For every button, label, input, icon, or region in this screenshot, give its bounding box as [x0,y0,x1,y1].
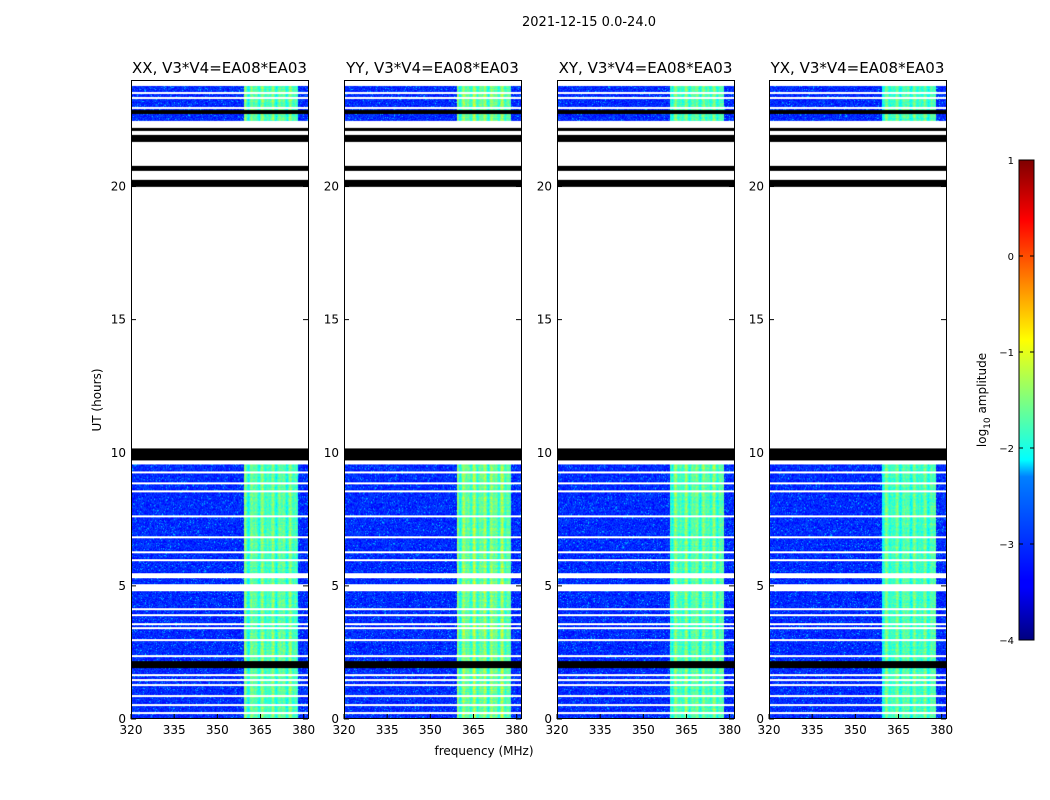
y-tick-label: 15 [749,313,764,327]
panel-3: XY, V3*V4=EA08*EA03 0 5 10 15 20 320 335 350 365 3… [537,59,741,737]
y-tick-label: 0 [331,712,339,726]
colorbar-label-sub: 10 [983,417,993,429]
y-tick-label: 5 [756,579,764,593]
x-tick-label: 380 [505,723,528,737]
y-tick-label: 20 [324,180,339,194]
panel-title: XX, V3*V4=EA08*EA03 [132,59,307,77]
x-tick-label: 320 [546,723,569,737]
y-tick-label: 10 [324,446,339,460]
y-tick-label: 20 [749,180,764,194]
x-tick-label: 380 [292,723,315,737]
panel-frame [769,80,947,719]
colorbar-ticks: −4 −3 −2 −1 0 1 [999,156,1034,647]
x-tick-label: 320 [120,723,143,737]
panel-1: XX, V3*V4=EA08*EA03 0 5 10 15 20 320 335 350 365 3… [111,59,315,737]
colorbar-tick-label: −4 [999,636,1014,647]
x-tick-label: 365 [675,723,698,737]
colorbar: −4 −3 −2 −1 0 1 log10 amplitude [975,156,1035,647]
y-axis-label: UT (hours) [90,368,104,431]
y-tick-label: 20 [537,180,552,194]
panel-title: YX, V3*V4=EA08*EA03 [770,59,945,77]
colorbar-label: log10 amplitude [975,353,993,447]
panel-frame [557,80,735,719]
colorbar-tick-label: −3 [999,540,1014,551]
x-tick-label: 320 [333,723,356,737]
x-tick-label: 365 [887,723,910,737]
y-tick-label: 20 [111,180,126,194]
panel-title: XY, V3*V4=EA08*EA03 [559,59,733,77]
panel-frame [131,80,309,719]
colorbar-tick-label: 0 [1008,252,1014,263]
panel-frame [344,80,522,719]
y-tick-label: 10 [749,446,764,460]
colorbar-gradient [1018,159,1035,641]
panel-title: YY, V3*V4=EA08*EA03 [345,59,519,77]
colorbar-tick-label: 1 [1008,156,1014,167]
colorbar-tick-label: −1 [999,348,1014,359]
panel-heatmap [769,80,946,719]
y-tick-label: 15 [537,313,552,327]
x-tick-label: 320 [758,723,781,737]
y-tick-label: 0 [756,712,764,726]
x-tick-label: 335 [589,723,612,737]
y-tick-label: 0 [544,712,552,726]
colorbar-label-rest: amplitude [975,353,989,417]
x-tick-label: 350 [206,723,229,737]
panel-heatmap [344,80,521,719]
x-tick-label: 350 [844,723,867,737]
x-axis-label: frequency (MHz) [434,744,533,758]
x-tick-label: 350 [419,723,442,737]
panel-2: YY, V3*V4=EA08*EA03 0 5 10 15 20 320 335 350 365 3… [324,59,528,737]
y-tick-label: 5 [118,579,126,593]
x-tick-label: 335 [376,723,399,737]
y-tick-label: 10 [111,446,126,460]
panel-heatmap [131,80,308,719]
x-tick-label: 335 [801,723,824,737]
y-tick-label: 5 [544,579,552,593]
x-tick-label: 380 [718,723,741,737]
y-tick-label: 15 [111,313,126,327]
x-tick-label: 350 [632,723,655,737]
y-tick-label: 0 [118,712,126,726]
figure-suptitle: 2021-12-15 0.0-24.0 [522,15,656,30]
x-tick-label: 335 [163,723,186,737]
panel-heatmap [557,80,734,719]
x-tick-label: 380 [930,723,953,737]
y-tick-label: 15 [324,313,339,327]
y-tick-label: 5 [331,579,339,593]
x-tick-label: 365 [462,723,485,737]
y-tick-label: 10 [537,446,552,460]
colorbar-label-main: log [975,429,989,447]
x-tick-label: 365 [249,723,272,737]
panels-group: XX, V3*V4=EA08*EA03 0 5 10 15 20 320 335 350 365 3… [111,59,953,737]
colorbar-tick-label: −2 [999,444,1014,455]
panel-4: YX, V3*V4=EA08*EA03 0 5 10 15 20 320 335 350 365 3… [749,59,953,737]
